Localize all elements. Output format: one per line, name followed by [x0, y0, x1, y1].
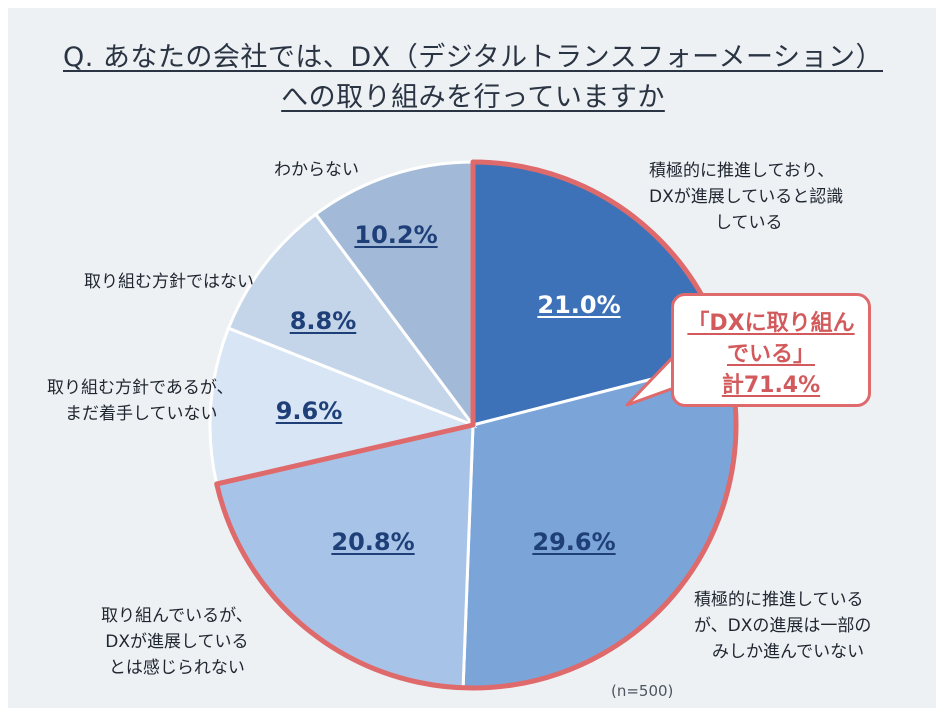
category-label-unknown: わからない	[274, 157, 359, 183]
category-label-active-partial: 積極的に推進している が、DXの進展は一部の みしか進んでいない	[694, 587, 871, 665]
category-label-line: わからない	[274, 160, 359, 180]
category-label-line: DXが進展している	[105, 632, 249, 652]
category-label-active-progressing: 積極的に推進しており、 DXが進展していると認識 している	[649, 158, 843, 236]
title-line-2: への取り組みを行っていますか	[281, 82, 665, 113]
title-line-1: Q. あなたの会社では、DX（デジタルトランスフォーメーション）	[62, 42, 883, 73]
highlight-outline	[214, 159, 739, 691]
category-label-no-plan: 取り組む方針ではない	[84, 269, 254, 295]
category-label-working-no-progress: 取り組んでいるが、 DXが進展している とは感じられない	[101, 603, 253, 681]
category-label-line: DXが進展していると認識	[649, 187, 844, 207]
percent-label-21-0: 21.0%	[537, 291, 621, 319]
pie-slice-5	[313, 160, 475, 430]
chart-title: Q. あなたの会社では、DX（デジタルトランスフォーメーション） への取り組みを…	[0, 38, 946, 118]
percent-label-20-8: 20.8%	[331, 528, 415, 556]
category-label-line: 取り組む方針ではない	[84, 272, 254, 292]
callout-pointer	[625, 354, 676, 407]
callout-line-3: 計71.4%	[721, 373, 821, 398]
total-callout: 「DXに取り組ん でいる」 計71.4%	[671, 293, 871, 407]
percent-label-29-6: 29.6%	[532, 528, 616, 556]
category-label-line: みしか進んでいない	[712, 642, 865, 662]
pie-slice-4	[226, 212, 478, 429]
pie-slice-3	[208, 326, 479, 486]
category-label-planned-not-started: 取り組む方針であるが、 まだ着手していない	[47, 375, 234, 427]
percent-label-10-2: 10.2%	[354, 221, 438, 249]
category-label-line: している	[715, 213, 783, 233]
percent-label-8-8: 8.8%	[289, 307, 357, 335]
category-label-line: 積極的に推進しており、	[649, 161, 835, 181]
category-label-line: 積極的に推進している	[694, 590, 864, 610]
category-label-line: とは感じられない	[108, 658, 245, 678]
category-label-line: 取り組んでいるが、	[101, 606, 253, 626]
callout-line-1: 「DXに取り組ん	[687, 311, 855, 336]
sample-size-note: (n=500)	[611, 682, 674, 700]
callout-line-2: でいる」	[726, 342, 815, 367]
category-label-line: まだ着手していない	[65, 404, 218, 424]
category-label-line: が、DXの進展は一部の	[694, 616, 872, 636]
category-label-line: 取り組む方針であるが、	[47, 378, 234, 398]
percent-label-9-6: 9.6%	[275, 397, 343, 425]
